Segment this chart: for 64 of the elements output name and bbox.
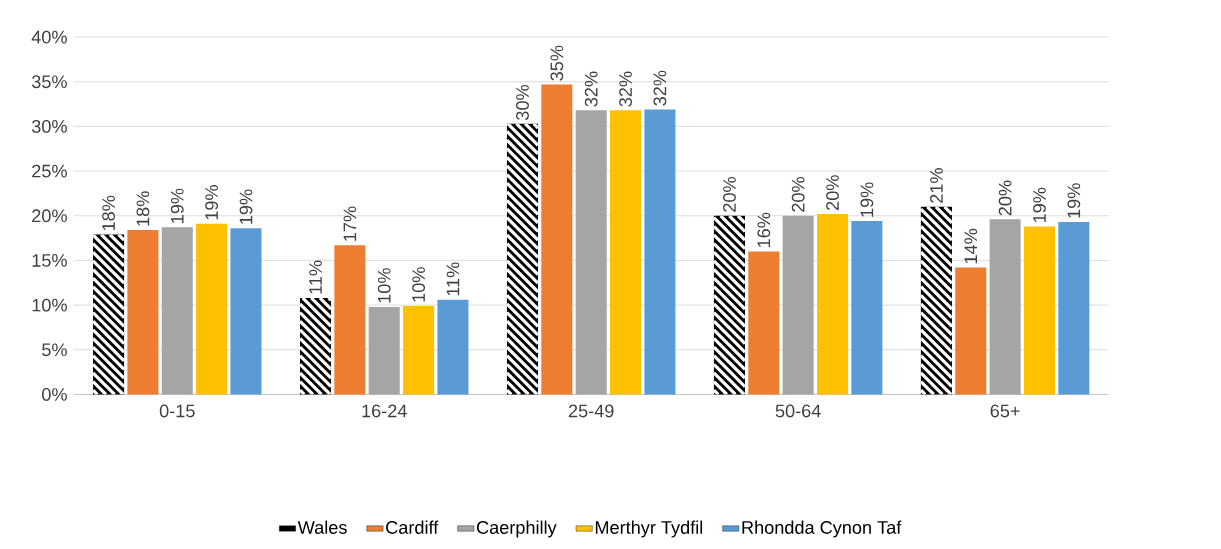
y-tick-label: 30% <box>31 119 67 133</box>
bar <box>955 267 987 395</box>
y-tick-label: 10% <box>32 298 67 312</box>
x-tick-label: 50-64 <box>775 404 821 418</box>
data-label: 18% <box>102 195 115 231</box>
bar <box>334 245 366 395</box>
y-tick-label: 15% <box>32 254 67 267</box>
y-tick-label: 5% <box>42 343 67 357</box>
bar <box>541 84 573 395</box>
y-tick-label: 40% <box>31 30 67 44</box>
bar <box>851 221 883 395</box>
bar <box>610 110 642 395</box>
data-label: 11% <box>309 260 322 294</box>
data-label: 17% <box>343 206 357 241</box>
legend-label: Merthyr Tydfil <box>595 520 703 538</box>
bar <box>782 215 814 395</box>
x-tick-label: 25-49 <box>568 404 614 418</box>
data-label: 19% <box>860 182 874 217</box>
bar <box>161 227 193 395</box>
data-label: 19% <box>1067 183 1081 218</box>
data-label: 14% <box>964 228 978 264</box>
data-label: 30% <box>516 84 529 120</box>
data-label: 20% <box>826 175 839 210</box>
bar <box>403 305 435 395</box>
data-label: 10% <box>377 268 391 303</box>
legend-label: Caerphilly <box>476 520 557 538</box>
legend-label: Cardiff <box>386 520 439 534</box>
data-label: 16% <box>757 212 771 248</box>
data-label: 32% <box>584 71 598 107</box>
data-label: 11% <box>446 262 460 296</box>
data-label: 19% <box>170 188 184 223</box>
legend-label: Rhondda Cynon Taf <box>742 520 902 538</box>
x-tick-label: 0-15 <box>159 404 195 418</box>
bar <box>644 109 676 395</box>
data-label: 10% <box>412 267 426 302</box>
data-label: 20% <box>723 177 736 212</box>
bar <box>230 228 262 395</box>
y-tick-label: 35% <box>31 75 67 89</box>
y-tick-label: 20% <box>32 209 67 223</box>
bar <box>127 230 159 395</box>
data-label: 19% <box>205 185 219 220</box>
bar <box>575 110 607 395</box>
x-tick-label: 16-24 <box>362 404 407 418</box>
bar <box>437 299 469 395</box>
data-label: 20% <box>998 180 1012 216</box>
bar <box>1023 226 1056 395</box>
data-label: 18% <box>136 191 150 226</box>
y-tick-label: 0% <box>42 388 67 401</box>
data-label: 35% <box>550 45 564 81</box>
bar <box>1058 222 1090 395</box>
data-label: 19% <box>239 189 253 224</box>
bar <box>196 223 228 395</box>
data-label: 32% <box>653 70 667 106</box>
data-label: 21% <box>930 168 943 203</box>
data-label: 32% <box>619 71 632 107</box>
x-tick-label: 65+ <box>990 404 1020 418</box>
bar <box>368 306 400 395</box>
bar <box>817 213 849 395</box>
bar <box>748 251 780 395</box>
y-tick-label: 25% <box>32 164 67 178</box>
data-label: 20% <box>791 177 805 212</box>
bar <box>989 219 1021 395</box>
data-label: 19% <box>1033 187 1046 223</box>
legend-label: Wales <box>297 520 347 534</box>
